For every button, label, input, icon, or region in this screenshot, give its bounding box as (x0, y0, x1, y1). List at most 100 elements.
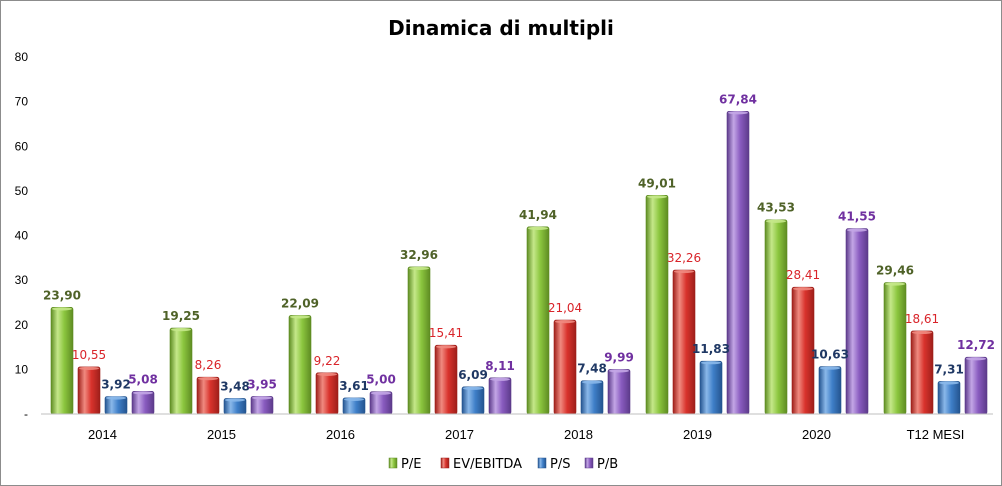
bar-p-s-2018 (580, 380, 604, 415)
data-label: 18,61 (905, 312, 939, 326)
data-label: 43,53 (757, 201, 795, 215)
bar-cap (766, 219, 786, 223)
x-tick-label: 2020 (802, 427, 831, 442)
y-tick-label: 20 (15, 318, 29, 332)
data-label: 12,72 (957, 338, 995, 352)
bar-cap (52, 307, 72, 311)
bar-p-b-2016 (369, 391, 393, 415)
legend: P/E EV/EBITDA P/S P/B (388, 457, 618, 472)
data-label: 5,08 (128, 372, 158, 386)
bar-ev-ebitda-t12-mesi (910, 330, 934, 415)
y-tick-label: 30 (15, 273, 29, 287)
y-tick-label: 50 (15, 184, 29, 198)
bar-cap (793, 287, 813, 291)
bar-cap (371, 391, 391, 395)
bar-p-b-t12-mesi (964, 356, 988, 415)
bar-ev-ebitda-2014 (77, 366, 101, 415)
bar-p-e-2015 (169, 327, 193, 415)
data-label: 3,92 (101, 378, 131, 392)
data-labels: 23,90 10,55 3,925,08 19,25 8,26 3,483,95 22,09… (43, 92, 995, 393)
bar-cap (317, 372, 337, 376)
bar-p-s-2020 (818, 366, 842, 415)
y-tick-label: 10 (15, 362, 29, 376)
x-tick-label: 2018 (564, 427, 593, 442)
bar-p-e-2017 (407, 266, 431, 415)
legend-label: P/S (550, 457, 570, 472)
x-tick-label: 2015 (207, 427, 236, 442)
bar-cap (647, 195, 667, 199)
bar-cap (966, 357, 986, 361)
bar-p-b-2014 (131, 391, 155, 415)
y-tick-label: - (24, 407, 28, 421)
data-label: 41,55 (838, 210, 876, 224)
y-tick-label: 70 (15, 95, 29, 109)
data-label: 6,09 (458, 368, 488, 382)
data-label: 67,84 (719, 92, 757, 106)
bar-p-b-2018 (607, 369, 631, 415)
legend-label: P/E (401, 457, 421, 472)
bar-cap (198, 377, 218, 381)
data-label: 22,09 (281, 296, 319, 310)
bar-cap (674, 269, 694, 274)
bars (50, 110, 988, 415)
data-label: 9,22 (314, 354, 341, 368)
data-label: 3,48 (220, 379, 250, 393)
legend-label: EV/EBITDA (453, 457, 522, 472)
bar-cap (79, 366, 99, 371)
bar-cap (582, 380, 602, 384)
y-tick-label: 40 (15, 229, 29, 243)
bar-ev-ebitda-2017 (434, 344, 458, 415)
chart-title: Dinamica di multipli (388, 16, 614, 40)
legend-swatch (440, 457, 450, 469)
legend-swatch (537, 457, 547, 469)
bar-cap (106, 396, 126, 400)
bar-p-e-2016 (288, 315, 312, 415)
data-label: 7,48 (577, 362, 607, 376)
data-label: 3,95 (247, 377, 277, 391)
bar-p-e-t12-mesi (883, 282, 907, 415)
data-label: 15,41 (429, 326, 463, 340)
data-label: 9,99 (604, 350, 634, 364)
x-tick-label: 2016 (326, 427, 355, 442)
data-label: 29,46 (876, 264, 914, 278)
x-axis: 2014 2015 2016 2017 2018 2019 2020 T12 MESI (41, 413, 993, 442)
bar-cap (820, 366, 840, 370)
data-label: 5,00 (366, 373, 396, 387)
data-label: 8,11 (485, 359, 515, 373)
bar-cap (555, 320, 575, 324)
bar-cap (290, 315, 310, 319)
bar-cap (409, 266, 429, 271)
bar-p-e-2018 (526, 226, 550, 415)
bar-p-e-2019 (645, 194, 669, 415)
bar-ev-ebitda-2016 (315, 372, 339, 415)
bar-cap (171, 327, 191, 332)
bar-p-s-2019 (699, 360, 723, 415)
bar-ev-ebitda-2015 (196, 376, 220, 415)
bar-cap (939, 381, 959, 385)
y-tick-label: 80 (15, 50, 29, 64)
bar-cap (344, 397, 364, 401)
bar-ev-ebitda-2018 (553, 319, 577, 415)
data-label: 7,31 (934, 362, 964, 376)
data-label: 28,41 (786, 268, 820, 282)
x-tick-label: 2017 (445, 427, 474, 442)
x-tick-label: 2019 (683, 427, 712, 442)
y-axis: - 10 20 30 40 50 60 70 80 (15, 50, 29, 421)
bar-cap (912, 330, 932, 335)
data-label: 10,63 (811, 348, 849, 362)
bar-p-b-2019 (726, 110, 750, 415)
bar-p-s-2017 (461, 386, 485, 415)
data-label: 32,26 (667, 251, 701, 265)
bar-cap (728, 111, 748, 115)
data-label: 19,25 (162, 309, 200, 323)
data-label: 10,55 (72, 348, 106, 362)
bar-cap (701, 361, 721, 365)
bar-cap (463, 386, 483, 390)
bar-cap (609, 369, 629, 373)
data-label: 41,94 (519, 208, 557, 222)
bar-p-e-2020 (764, 219, 788, 415)
bar-p-s-t12-mesi (937, 381, 961, 415)
bar-cap (225, 398, 245, 402)
bar-p-b-2017 (488, 377, 512, 415)
